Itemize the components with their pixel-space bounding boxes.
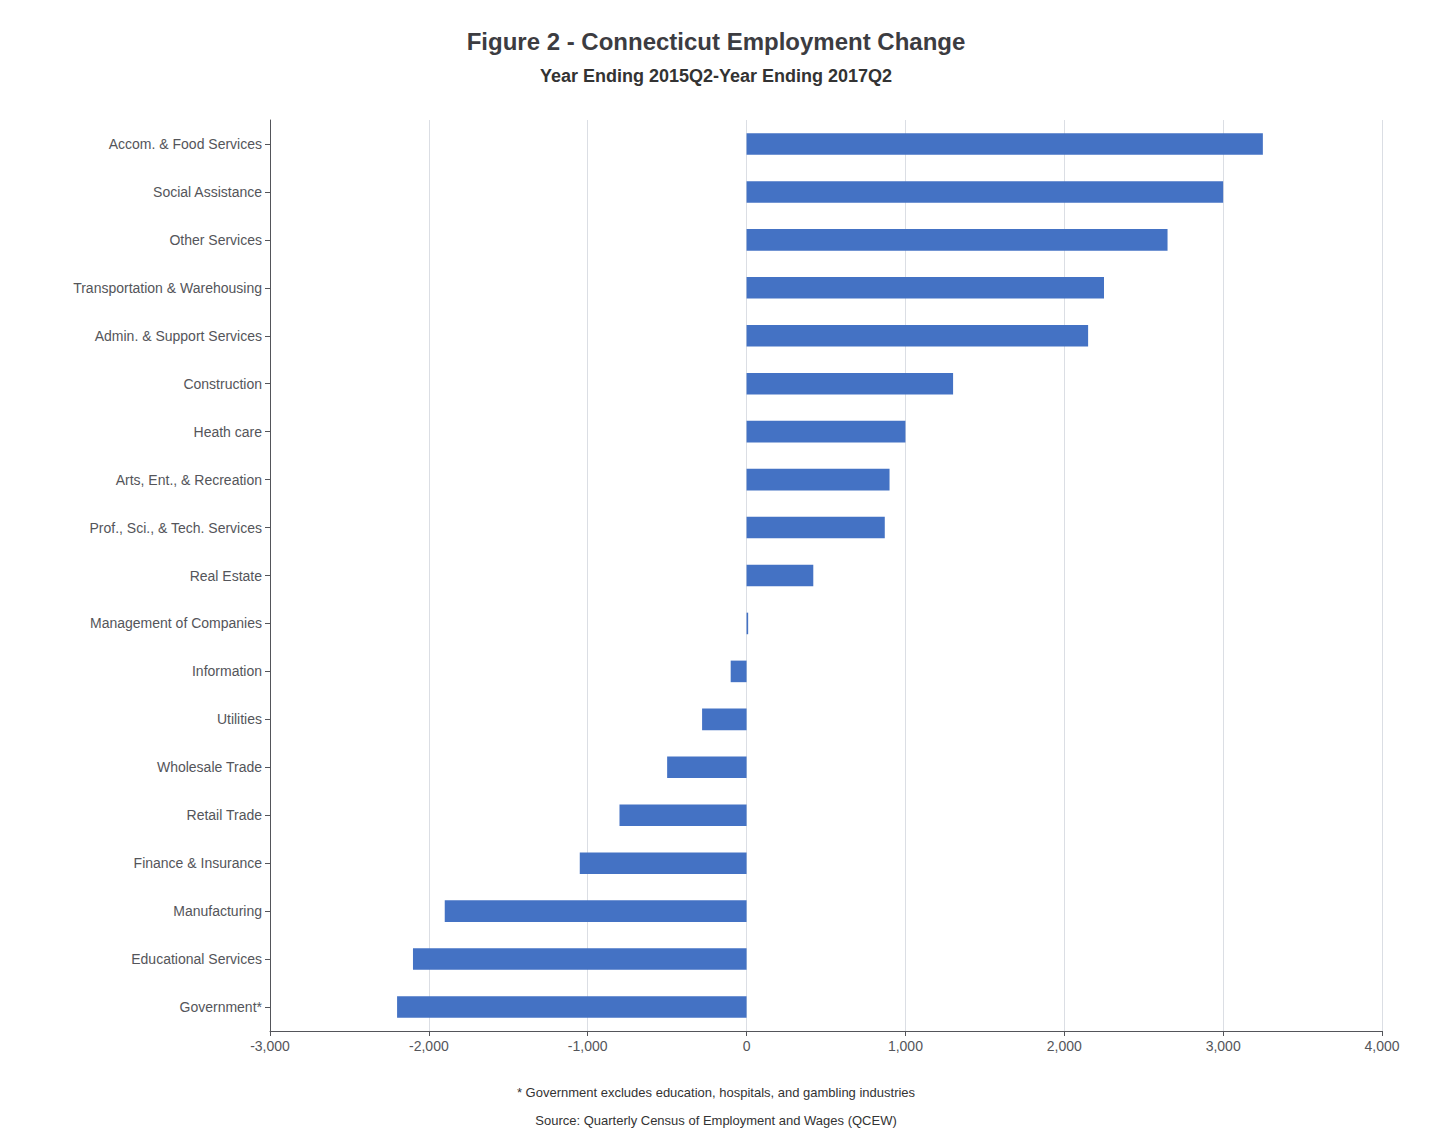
svg-text:Prof., Sci., & Tech. Services: Prof., Sci., & Tech. Services (90, 520, 262, 536)
svg-text:Educational Services: Educational Services (131, 951, 262, 967)
svg-text:-3,000: -3,000 (250, 1038, 290, 1054)
svg-text:Year Ending 2015Q2-Year Ending: Year Ending 2015Q2-Year Ending 2017Q2 (540, 66, 892, 86)
svg-text:-2,000: -2,000 (409, 1038, 449, 1054)
svg-text:Construction: Construction (183, 376, 262, 392)
svg-text:Real Estate: Real Estate (190, 568, 263, 584)
svg-text:0: 0 (743, 1038, 751, 1054)
svg-text:Manufacturing: Manufacturing (173, 903, 262, 919)
svg-text:Wholesale Trade: Wholesale Trade (157, 759, 262, 775)
svg-text:Government*: Government* (180, 999, 263, 1015)
svg-text:4,000: 4,000 (1364, 1038, 1399, 1054)
svg-text:Transportation & Warehousing: Transportation & Warehousing (73, 280, 262, 296)
svg-text:Retail Trade: Retail Trade (187, 807, 263, 823)
svg-text:Finance & Insurance: Finance & Insurance (134, 855, 263, 871)
svg-text:-1,000: -1,000 (568, 1038, 608, 1054)
svg-text:3,000: 3,000 (1206, 1038, 1241, 1054)
svg-text:1,000: 1,000 (888, 1038, 923, 1054)
svg-text:Social Assistance: Social Assistance (153, 184, 262, 200)
svg-text:Arts, Ent., & Recreation: Arts, Ent., & Recreation (116, 472, 262, 488)
svg-text:Admin. & Support Services: Admin. & Support Services (95, 328, 262, 344)
svg-text:Information: Information (192, 663, 262, 679)
svg-text:* Government excludes educatio: * Government excludes education, hospita… (517, 1085, 916, 1100)
svg-text:Utilities: Utilities (217, 711, 262, 727)
svg-text:Other Services: Other Services (169, 232, 262, 248)
svg-text:Accom. & Food Services: Accom. & Food Services (109, 136, 262, 152)
svg-text:Heath care: Heath care (194, 424, 263, 440)
svg-text:2,000: 2,000 (1047, 1038, 1082, 1054)
svg-text:Management of Companies: Management of Companies (90, 615, 262, 631)
svg-text:Source: Quarterly Census of Em: Source: Quarterly Census of Employment a… (535, 1113, 896, 1128)
svg-text:Figure 2 - Connecticut Employm: Figure 2 - Connecticut Employment Change (467, 28, 966, 55)
